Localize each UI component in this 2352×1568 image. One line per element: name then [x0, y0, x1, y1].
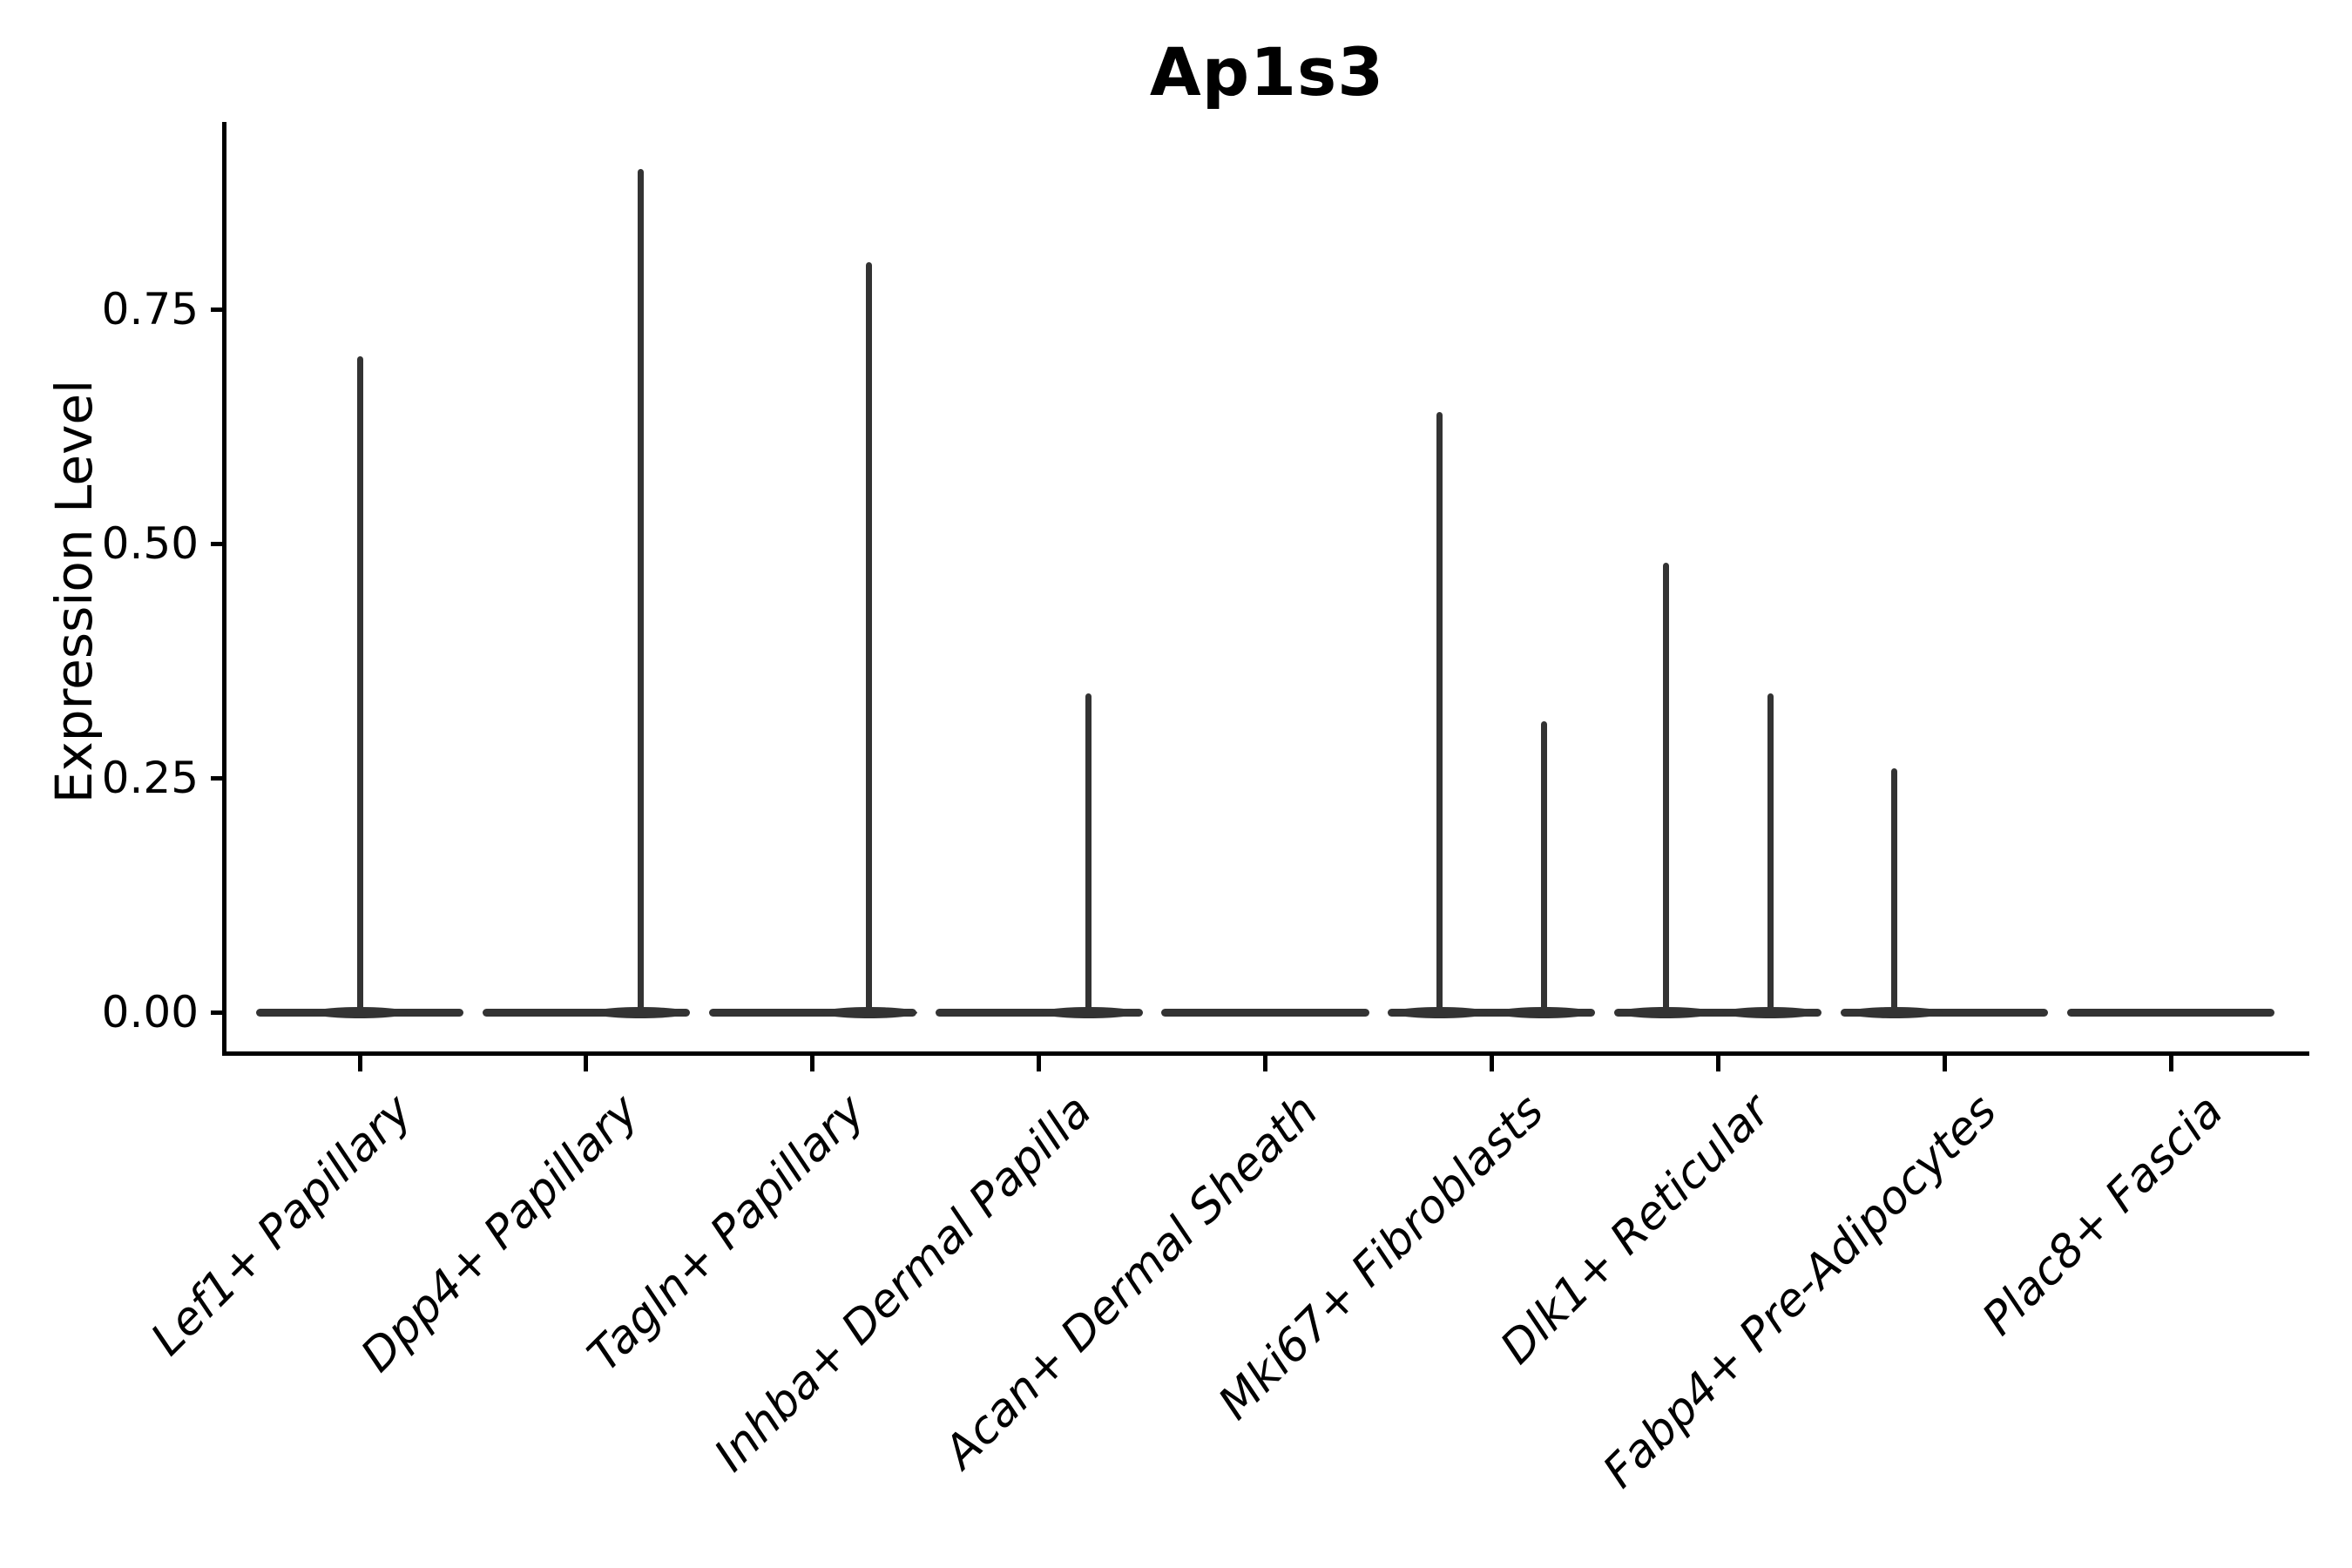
y-tick-mark — [211, 1010, 225, 1015]
violin-density-bump — [312, 1006, 408, 1018]
violin-spike — [1540, 721, 1547, 1012]
x-tick-mark — [357, 1056, 362, 1071]
violin-baseline — [1388, 1008, 1596, 1017]
y-tick-mark — [211, 307, 225, 312]
y-tick-label: 0.00 — [101, 987, 199, 1037]
x-tick-mark — [1715, 1056, 1720, 1071]
violin-density-bump — [1040, 1006, 1137, 1018]
violin-density-bump — [1618, 1006, 1714, 1018]
x-tick-mark — [584, 1056, 589, 1071]
y-tick-mark — [211, 541, 225, 546]
violin-spike — [356, 355, 363, 1012]
violin-density-bump — [1846, 1006, 1943, 1018]
violin-spike — [637, 168, 644, 1012]
violin-density-bump — [1496, 1006, 1592, 1018]
x-axis-line — [222, 1051, 2309, 1056]
violin-baseline — [1841, 1008, 2049, 1017]
y-tick-mark — [211, 775, 225, 781]
violin-spike — [866, 262, 873, 1012]
x-tick-mark — [810, 1056, 815, 1071]
violin-density-bump — [1722, 1006, 1819, 1018]
y-axis-line — [222, 122, 226, 1056]
y-tick-label: 0.25 — [101, 753, 199, 803]
violin-density-bump — [1391, 1006, 1488, 1018]
violin-spike — [1085, 693, 1092, 1012]
violin-baseline — [935, 1008, 1143, 1017]
x-tick-mark — [1037, 1056, 1042, 1071]
x-tick-mark — [1942, 1056, 1947, 1071]
violin-baseline — [1614, 1008, 1822, 1017]
x-tick-mark — [1263, 1056, 1267, 1071]
chart-title: Ap1s3 — [1149, 33, 1385, 111]
y-tick-label: 0.75 — [101, 284, 199, 335]
violin-baseline — [1161, 1008, 1369, 1017]
violin-spike — [1436, 412, 1443, 1012]
violin-density-bump — [592, 1006, 689, 1018]
violin-spike — [1891, 768, 1898, 1012]
violin-baseline — [708, 1008, 916, 1017]
violin-spike — [1767, 693, 1774, 1012]
violin-baseline — [2066, 1008, 2274, 1017]
y-tick-label: 0.50 — [101, 518, 199, 569]
violin-density-bump — [821, 1006, 917, 1018]
violin-spike — [1662, 562, 1669, 1012]
violin-baseline — [482, 1008, 690, 1017]
x-tick-mark — [2168, 1056, 2173, 1071]
x-tick-mark — [1489, 1056, 1494, 1071]
